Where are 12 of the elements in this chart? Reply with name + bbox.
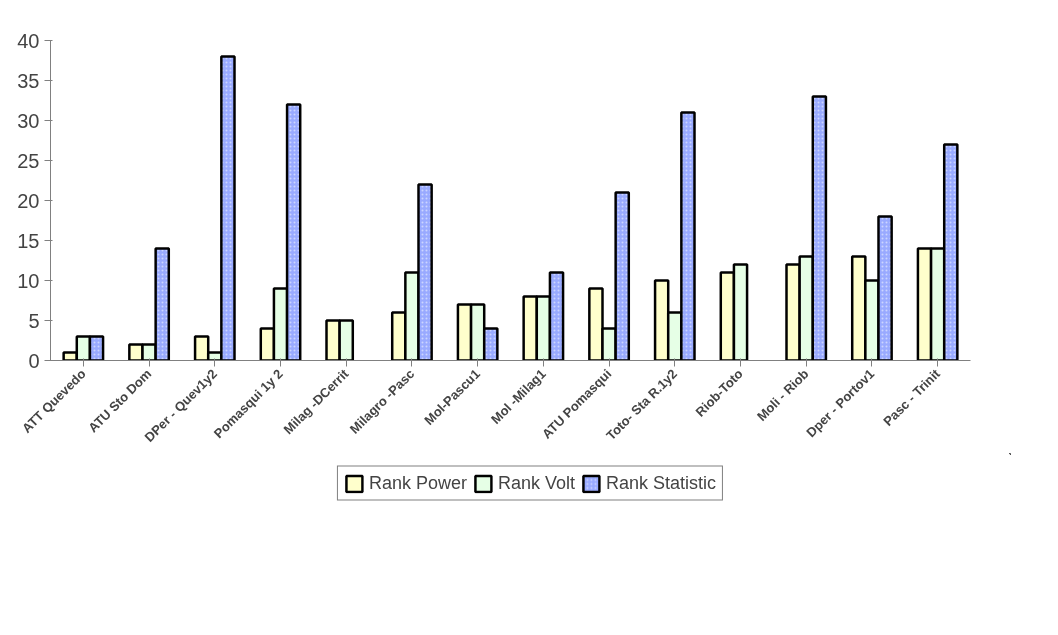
legend-label: Rank Volt	[497, 472, 576, 494]
y-tick-label: 10	[17, 269, 40, 292]
y-tick-label: 25	[17, 149, 40, 172]
y-tick-label: 30	[17, 109, 40, 132]
y-tick-label: 15	[17, 229, 40, 252]
y-tick-label: 0	[28, 349, 40, 372]
y-tick-label: 40	[17, 29, 40, 52]
y-tick-label: 35	[17, 69, 40, 92]
y-tick-label: 20	[17, 189, 40, 212]
legend-label: Rank Power	[368, 472, 467, 494]
y-tick-label: 5	[28, 309, 40, 332]
legend-label: Rank Statistic	[606, 472, 717, 494]
